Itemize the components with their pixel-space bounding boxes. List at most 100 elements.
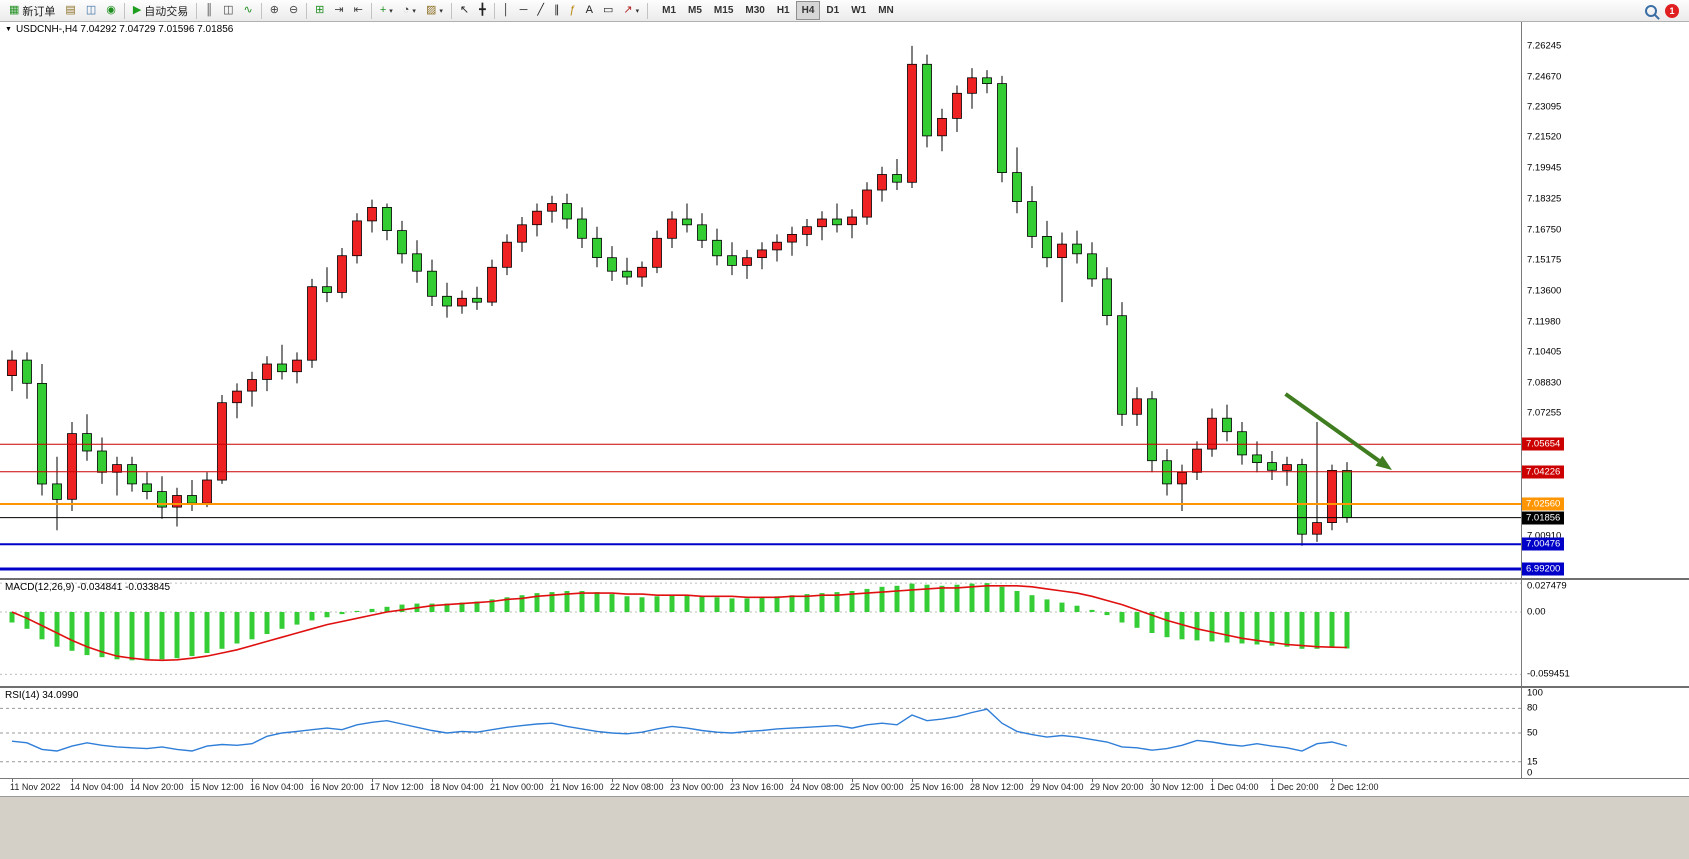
timeframe-h4-button[interactable]: H4 bbox=[795, 1, 821, 20]
dropdown-caret-icon: ▾ bbox=[439, 7, 443, 15]
profile-button[interactable]: ◫ bbox=[81, 0, 101, 21]
panel-splitter[interactable] bbox=[0, 686, 1689, 688]
zoom-out-icon: ⊖ bbox=[288, 4, 299, 16]
toolbar: ▦ 新订单 ▤ ◫ ◉ ▶ 自动交易 ║ ◫ ∿ ⊕ ⊖ ⊞ ⇥ ⇤ + ▾ ◔ ▾ ▨ ▾ ↖ ╋ │ ─ ╱ ∥ ƒ A ▭ ↗ ▾ M1… bbox=[0, 0, 1689, 22]
price-chart-plot[interactable]: ▼ USDCNH-,H4 7.04292 7.04729 7.01596 7.0… bbox=[0, 22, 1521, 578]
price-label: 7.16750 bbox=[1527, 224, 1562, 236]
trendline-button[interactable]: ╱ bbox=[532, 0, 549, 21]
timeframe-h1-button[interactable]: H1 bbox=[776, 5, 790, 16]
timeframe-m30-button[interactable]: M30 bbox=[745, 5, 765, 16]
macd-canvas[interactable] bbox=[0, 580, 1521, 686]
horizontal-line-button[interactable]: ─ bbox=[515, 0, 533, 21]
price-label: 7.07255 bbox=[1527, 407, 1562, 419]
time-label: 24 Nov 08:00 bbox=[790, 782, 844, 792]
crosshair-button[interactable]: ╋ bbox=[474, 0, 491, 21]
text-icon: A bbox=[585, 4, 593, 16]
timeframe-m1-button[interactable]: M1 bbox=[662, 5, 677, 16]
search-icon[interactable] bbox=[1645, 4, 1657, 17]
tile-windows-button[interactable]: ⊞ bbox=[310, 0, 329, 21]
time-label: 14 Nov 04:00 bbox=[70, 782, 124, 792]
time-tick bbox=[72, 779, 73, 782]
time-tick bbox=[972, 779, 973, 782]
price-label: 7.21520 bbox=[1527, 131, 1562, 143]
macd-plot[interactable]: MACD(12,26,9) -0.034841 -0.033845 bbox=[0, 580, 1521, 686]
rsi-axis-label: 100 bbox=[1527, 687, 1543, 699]
auto-scroll-icon: ⇥ bbox=[334, 4, 344, 16]
bar-chart-icon: ║ bbox=[205, 4, 214, 16]
profile-icon: ◫ bbox=[85, 4, 97, 16]
indicators-button[interactable]: + ▾ bbox=[375, 0, 398, 21]
vertical-line-button[interactable]: │ bbox=[498, 0, 515, 21]
rsi-canvas[interactable] bbox=[0, 688, 1521, 778]
navigator-button[interactable]: ◉ bbox=[101, 0, 121, 21]
timeframe-w1-button[interactable]: W1 bbox=[851, 5, 867, 16]
chart-shift-icon: ⇤ bbox=[353, 4, 363, 16]
timeframe-m15-button[interactable]: M15 bbox=[713, 5, 734, 16]
price-label: 7.11980 bbox=[1527, 316, 1561, 328]
trend-arrow[interactable] bbox=[1284, 392, 1393, 470]
time-label: 21 Nov 00:00 bbox=[490, 782, 544, 792]
symbol-dropdown-icon[interactable]: ▼ bbox=[5, 26, 12, 33]
price-label: 7.24670 bbox=[1527, 71, 1562, 82]
price-label: 7.15175 bbox=[1527, 254, 1562, 266]
chart-window-icon: ▤ bbox=[65, 4, 76, 16]
channel-button[interactable]: ∥ bbox=[549, 0, 565, 21]
toolbar-separator bbox=[306, 2, 308, 19]
rsi-axis-label: 0 bbox=[1527, 767, 1533, 779]
notification-badge[interactable]: 1 bbox=[1665, 3, 1679, 18]
templates-button[interactable]: ▨ ▾ bbox=[421, 0, 448, 21]
bar-chart-button[interactable]: ║ bbox=[200, 0, 218, 21]
price-label: 7.18325 bbox=[1527, 193, 1562, 205]
time-label: 17 Nov 12:00 bbox=[370, 782, 424, 792]
line-chart-button[interactable]: ∿ bbox=[239, 0, 258, 21]
new-order-button-label: 新订单 bbox=[22, 5, 56, 18]
tile-windows-icon: ⊞ bbox=[315, 4, 325, 16]
timeframe-d1-button[interactable]: D1 bbox=[826, 5, 840, 16]
zoom-in-button[interactable]: ⊕ bbox=[265, 0, 284, 21]
arrows-button[interactable]: ↗ ▾ bbox=[618, 0, 644, 21]
new-order-icon: ▦ bbox=[9, 4, 20, 16]
macd-histogram bbox=[9, 583, 1350, 661]
timeframe-m5-button[interactable]: M5 bbox=[688, 5, 702, 16]
fibonacci-button[interactable]: ƒ bbox=[565, 0, 581, 21]
auto-trading-button[interactable]: ▶ 自动交易 bbox=[128, 0, 193, 21]
toolbar-separator bbox=[493, 2, 495, 19]
time-tick bbox=[552, 779, 553, 782]
time-tick bbox=[612, 779, 613, 782]
rsi-axis[interactable]: 100 80 50 15 0 bbox=[1521, 687, 1688, 779]
new-order-button[interactable]: ▦ 新订单 bbox=[4, 0, 60, 21]
support-line-blue-lower-badge: 6.99200 bbox=[1522, 562, 1565, 576]
price-label: 7.10405 bbox=[1527, 346, 1562, 358]
text-button[interactable]: A bbox=[581, 0, 598, 21]
auto-scroll-button[interactable]: ⇥ bbox=[329, 0, 348, 21]
label-button[interactable]: ▭ bbox=[598, 0, 618, 21]
auto-trading-button-label: 自动交易 bbox=[144, 5, 189, 18]
resistance-line-upper-badge: 7.05654 bbox=[1522, 437, 1565, 451]
cursor-button[interactable]: ↖ bbox=[455, 0, 474, 21]
toolbar-separator bbox=[123, 2, 125, 19]
time-label: 1 Dec 20:00 bbox=[1270, 782, 1319, 792]
support-line-orange-badge: 7.02560 bbox=[1522, 497, 1565, 511]
rsi-panel: RSI(14) 34.0990 100 80 50 15 0 bbox=[0, 687, 1689, 779]
fibonacci-icon: ƒ bbox=[569, 4, 576, 16]
time-tick bbox=[792, 779, 793, 782]
timeframe-mn-button[interactable]: MN bbox=[878, 5, 894, 16]
chart-shift-button[interactable]: ⇤ bbox=[349, 0, 368, 21]
price-label: 7.23095 bbox=[1527, 101, 1562, 113]
time-label: 25 Nov 16:00 bbox=[910, 782, 964, 792]
navigator-icon: ◉ bbox=[106, 4, 116, 16]
price-axis[interactable]: 7.26245 7.24670 7.23095 7.21520 7.19945 7.183… bbox=[1521, 22, 1688, 578]
macd-axis[interactable]: 0.027479 0.00 -0.059451 bbox=[1521, 580, 1688, 686]
rsi-plot[interactable]: RSI(14) 34.0990 bbox=[0, 688, 1521, 778]
time-axis[interactable]: 11 Nov 2022 14 Nov 04:00 14 Nov 20:00 15 No… bbox=[0, 778, 1689, 796]
periods-button[interactable]: ◔ ▾ bbox=[398, 0, 421, 21]
candlestick-chart-button[interactable]: ◫ bbox=[218, 0, 238, 21]
panel-splitter[interactable] bbox=[0, 578, 1689, 580]
chart-ohlc-readout: ▼ USDCNH-,H4 7.04292 7.04729 7.01596 7.0… bbox=[5, 24, 233, 35]
zoom-out-button[interactable]: ⊖ bbox=[284, 0, 303, 21]
chart-header-text: USDCNH-,H4 7.04292 7.04729 7.01596 7.018… bbox=[15, 24, 234, 35]
price-chart-canvas[interactable] bbox=[0, 22, 1521, 578]
time-label: 23 Nov 16:00 bbox=[730, 782, 784, 792]
chart-window-button[interactable]: ▤ bbox=[60, 0, 80, 21]
